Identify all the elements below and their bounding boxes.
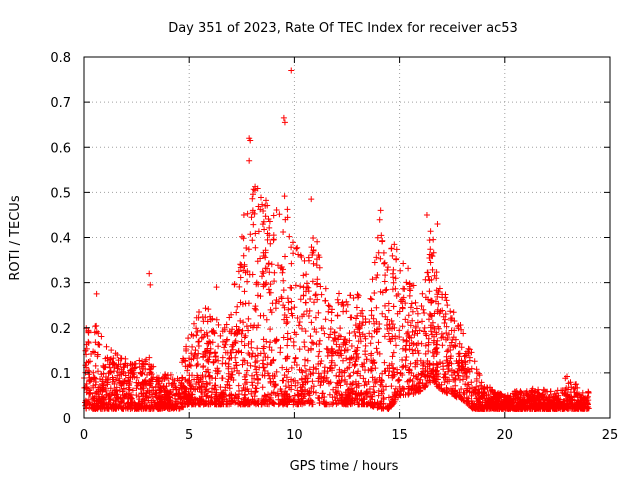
data-point-outlier [434,220,441,227]
data-point-cloud [81,183,592,412]
x-tick-label: 5 [185,428,193,443]
axis-ticks: 0 5 10 15 20 25 0 0.1 0.2 0.3 0.4 0.5 0.6 0.7 0.8 [50,51,618,443]
data-point-outlier [281,119,288,126]
chart-title: Day 351 of 2023, Rate Of TEC Index for r… [168,21,518,36]
y-tick-label: 0.2 [50,322,71,337]
data-point-outlier [288,67,295,74]
x-tick-label: 25 [602,428,619,443]
data-point-outlier [246,157,253,164]
data-point-outlier [308,196,315,203]
data-point-outlier [280,114,287,121]
y-tick-label: 0 [63,412,71,427]
data-point-outlier [377,207,384,214]
data-point-outlier [240,211,247,218]
x-tick-label: 0 [80,428,88,443]
data-point-outlier [247,137,254,144]
data-point-outlier [213,284,220,291]
y-tick-label: 0.6 [50,141,71,156]
data-point-outlier [146,270,153,277]
y-tick-label: 0.5 [50,186,71,201]
y-tick-label: 0.4 [50,232,71,247]
data-point-outlier [93,290,100,297]
data-point-outlier [423,211,430,218]
y-tick-label: 0.1 [50,367,71,382]
x-tick-label: 15 [391,428,408,443]
y-tick-label: 0.7 [50,96,71,111]
y-tick-label: 0.8 [50,51,71,66]
data-point-outlier [147,281,154,288]
grid-lines [84,57,610,418]
x-tick-label: 10 [286,428,303,443]
y-axis-label: ROTI / TECUs [8,195,23,280]
x-axis-label: GPS time / hours [290,459,399,474]
plot-frame [83,56,611,419]
y-tick-label: 0.3 [50,277,71,292]
x-tick-label: 20 [497,428,514,443]
data-points [81,67,592,412]
